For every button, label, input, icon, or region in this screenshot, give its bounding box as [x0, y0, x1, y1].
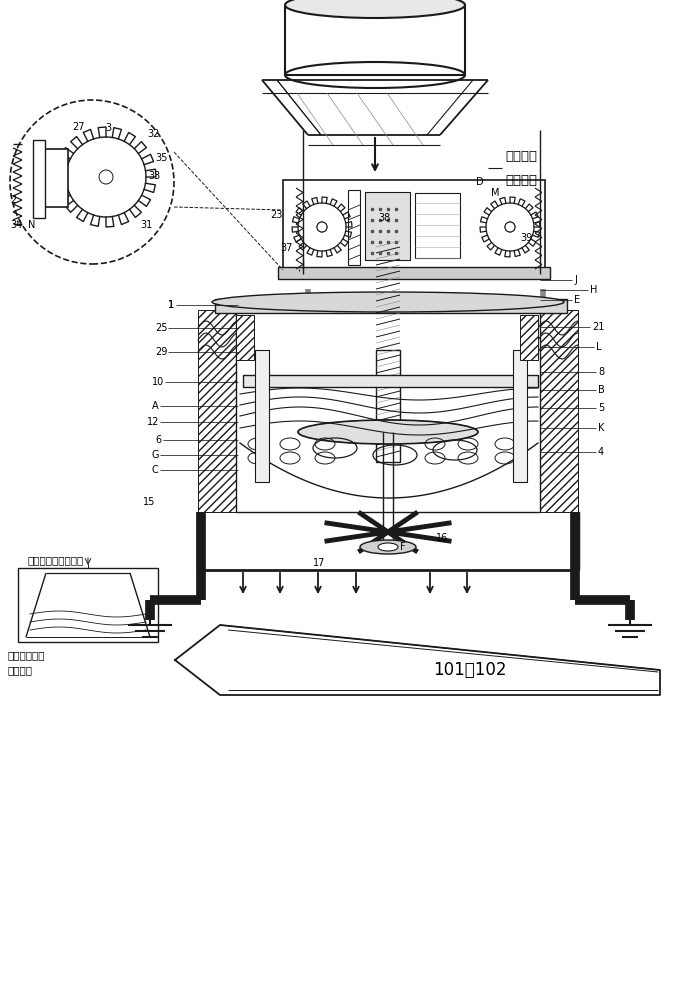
Text: 33: 33	[148, 171, 160, 181]
Text: L: L	[596, 342, 602, 352]
Ellipse shape	[360, 540, 416, 554]
Text: 1: 1	[168, 300, 174, 310]
Text: 17: 17	[313, 558, 326, 568]
Text: 8: 8	[598, 367, 604, 377]
Bar	[215, 299, 567, 313]
Text: 金属粗粉: 金属粗粉	[505, 150, 537, 163]
Text: 4: 4	[598, 447, 604, 457]
Ellipse shape	[317, 222, 327, 232]
Text: 内螺旋体或外螺旋体: 内螺旋体或外螺旋体	[28, 555, 84, 565]
Text: M: M	[491, 188, 500, 198]
Ellipse shape	[99, 170, 113, 184]
Ellipse shape	[317, 222, 327, 232]
Polygon shape	[175, 625, 660, 695]
Text: 2: 2	[10, 195, 17, 205]
Text: B: B	[598, 385, 604, 395]
Ellipse shape	[285, 0, 465, 18]
Bar	[18, 568, 158, 642]
Bar	[520, 315, 538, 360]
Text: D: D	[476, 177, 484, 187]
Text: F: F	[400, 542, 406, 552]
Bar	[513, 350, 527, 482]
Text: 6: 6	[155, 435, 161, 445]
Text: 38: 38	[378, 213, 391, 223]
Text: 10: 10	[152, 377, 164, 387]
Text: G: G	[152, 450, 159, 460]
Ellipse shape	[296, 300, 320, 310]
Bar	[38, 149, 68, 207]
Bar	[236, 315, 254, 360]
Ellipse shape	[505, 222, 515, 232]
Text: 12: 12	[147, 417, 159, 427]
Ellipse shape	[505, 222, 515, 232]
Text: 27: 27	[72, 122, 84, 132]
Ellipse shape	[531, 300, 555, 310]
Text: 5: 5	[598, 403, 604, 413]
Text: 23: 23	[270, 210, 282, 220]
Text: 25: 25	[155, 323, 168, 333]
Text: 101或102: 101或102	[433, 661, 506, 679]
Text: 21: 21	[592, 322, 604, 332]
Text: 可移动圆壳或: 可移动圆壳或	[8, 650, 46, 660]
Ellipse shape	[378, 543, 398, 551]
Text: 37: 37	[280, 243, 293, 253]
Bar	[540, 310, 578, 512]
Bar	[33, 140, 45, 218]
Text: E: E	[574, 295, 580, 305]
Text: J: J	[574, 275, 577, 285]
Text: 31: 31	[140, 220, 152, 230]
Bar	[365, 192, 410, 260]
Ellipse shape	[298, 420, 478, 444]
Text: 15: 15	[143, 497, 155, 507]
Text: 32: 32	[147, 129, 159, 139]
Text: 制备装置: 制备装置	[505, 174, 537, 186]
Text: K: K	[598, 423, 604, 433]
Text: 1: 1	[168, 300, 174, 310]
Bar	[283, 180, 545, 274]
Text: H: H	[590, 285, 598, 295]
Ellipse shape	[285, 62, 465, 88]
Text: 34: 34	[10, 220, 22, 230]
Text: N: N	[28, 220, 35, 230]
Text: 29: 29	[155, 347, 168, 357]
Bar	[278, 267, 550, 279]
Bar	[198, 310, 236, 512]
Text: 简体展开: 简体展开	[8, 665, 33, 675]
Text: 39: 39	[520, 233, 532, 243]
Bar	[255, 350, 269, 482]
Bar	[236, 310, 540, 512]
Bar	[415, 193, 460, 258]
Ellipse shape	[212, 292, 564, 312]
Bar	[243, 375, 538, 387]
Text: 35: 35	[155, 153, 168, 163]
Text: C: C	[152, 465, 159, 475]
Text: A: A	[152, 401, 159, 411]
Bar	[348, 190, 360, 265]
Bar	[54, 153, 66, 205]
Text: 16: 16	[436, 533, 448, 543]
Bar	[376, 350, 400, 462]
Text: 3: 3	[105, 123, 111, 133]
